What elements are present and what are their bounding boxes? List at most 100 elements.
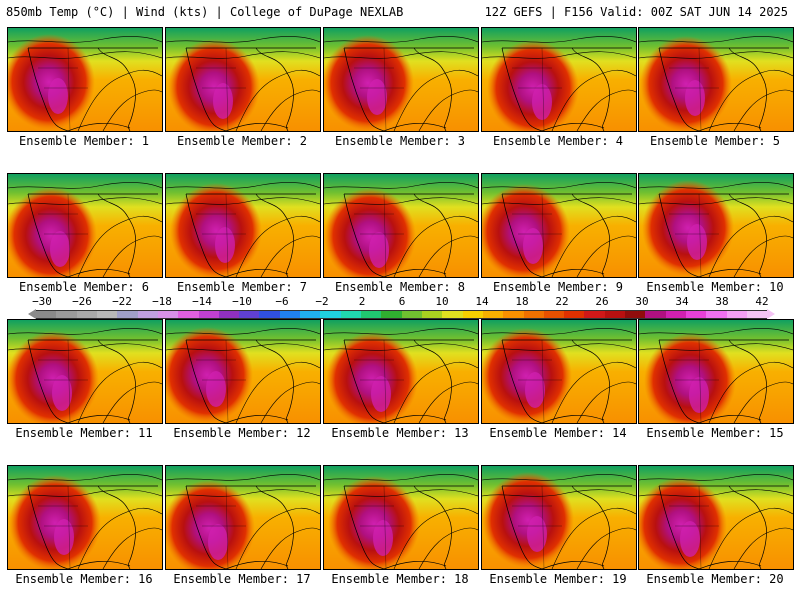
colorbar-tick-label: 42 <box>755 295 769 308</box>
colorbar-swatch <box>543 311 565 318</box>
colorbar-swatch <box>706 311 727 318</box>
colorbar-swatch <box>686 311 707 318</box>
colorbar-swatch <box>381 311 402 318</box>
colorbar-tick-label: −18 <box>152 295 172 308</box>
ensemble-member-label: Ensemble Member: 10 <box>646 280 784 294</box>
ensemble-member-label: Ensemble Member: 14 <box>489 426 627 440</box>
ensemble-member-map <box>7 465 163 570</box>
ensemble-member-map <box>638 465 794 570</box>
colorbar-swatch <box>137 311 158 318</box>
colorbar-swatch <box>503 311 524 318</box>
colorbar-swatch <box>96 311 118 318</box>
colorbar-swatch <box>421 311 443 318</box>
colorbar-tick-label: 6 <box>398 295 406 308</box>
chart-title: 850mb Temp (°C) | Wind (kts) | College o… <box>6 5 404 19</box>
colorbar-swatch <box>462 311 483 318</box>
ensemble-member-map <box>7 173 163 278</box>
colorbar-tick-label: 30 <box>635 295 649 308</box>
colorbar-tick-label: 10 <box>435 295 449 308</box>
ensemble-member-map <box>7 27 163 132</box>
ensemble-member-label: Ensemble Member: 6 <box>18 280 150 294</box>
ensemble-member-label: Ensemble Member: 8 <box>334 280 466 294</box>
ensemble-member-label: Ensemble Member: 19 <box>489 572 627 586</box>
colorbar-swatch <box>76 311 97 318</box>
colorbar-tick-label: 18 <box>515 295 529 308</box>
colorbar-swatch <box>625 311 646 318</box>
ensemble-member-map <box>481 27 637 132</box>
colorbar-swatch <box>56 311 77 318</box>
colorbar-tick-label: 14 <box>475 295 489 308</box>
colorbar-tick-label: −22 <box>112 295 132 308</box>
ensemble-member-label: Ensemble Member: 3 <box>334 134 466 148</box>
colorbar-swatch <box>300 311 321 318</box>
ensemble-member-label: Ensemble Member: 9 <box>492 280 624 294</box>
colorbar-tick-label: 26 <box>595 295 609 308</box>
colorbar-swatches <box>36 310 768 319</box>
ensemble-member-map <box>481 465 637 570</box>
ensemble-member-label: Ensemble Member: 16 <box>15 572 153 586</box>
ensemble-member-label: Ensemble Member: 11 <box>15 426 153 440</box>
colorbar-tick-label: 22 <box>555 295 569 308</box>
colorbar-swatch <box>361 311 382 318</box>
colorbar-tick-label: −26 <box>72 295 92 308</box>
colorbar-swatch <box>665 311 686 318</box>
ensemble-member-label: Ensemble Member: 17 <box>173 572 311 586</box>
colorbar-swatch <box>117 311 138 318</box>
ensemble-member-map <box>165 27 321 132</box>
colorbar-swatch <box>645 311 666 318</box>
ensemble-member-label: Ensemble Member: 12 <box>173 426 311 440</box>
colorbar-max-arrow <box>767 309 775 319</box>
ensemble-member-label: Ensemble Member: 1 <box>18 134 150 148</box>
ensemble-member-map <box>323 173 479 278</box>
colorbar-swatch <box>320 311 341 318</box>
colorbar-tick-label: −30 <box>32 295 52 308</box>
ensemble-member-map <box>638 319 794 424</box>
colorbar-tick-label: −2 <box>315 295 329 308</box>
colorbar-swatch <box>482 311 504 318</box>
ensemble-member-label: Ensemble Member: 18 <box>331 572 469 586</box>
colorbar-swatch <box>218 311 240 318</box>
colorbar-swatch <box>340 311 361 318</box>
temperature-colorbar: −30 −26 −22 −18 −14 −10 −6 −2 2 6 10 14 18 22 26 30 34 38… <box>0 296 800 322</box>
colorbar-swatch <box>726 311 747 318</box>
colorbar-swatch <box>442 311 463 318</box>
ensemble-member-label: Ensemble Member: 20 <box>646 572 784 586</box>
colorbar-swatch <box>36 311 57 318</box>
colorbar-swatch <box>259 311 280 318</box>
ensemble-member-label: Ensemble Member: 2 <box>176 134 308 148</box>
ensemble-member-map <box>481 173 637 278</box>
ensemble-member-label: Ensemble Member: 15 <box>646 426 784 440</box>
ensemble-member-label: Ensemble Member: 5 <box>649 134 781 148</box>
colorbar-tick-label: 38 <box>715 295 729 308</box>
colorbar-swatch <box>584 311 605 318</box>
ensemble-member-map <box>323 27 479 132</box>
colorbar-swatch <box>401 311 422 318</box>
colorbar-tick-label: −14 <box>192 295 212 308</box>
colorbar-swatch <box>564 311 585 318</box>
colorbar-swatch <box>198 311 219 318</box>
ensemble-member-map <box>638 27 794 132</box>
ensemble-member-map <box>638 173 794 278</box>
colorbar-ticks: −30 −26 −22 −18 −14 −10 −6 −2 2 6 10 14 18 22 26 30 34 38… <box>0 296 800 308</box>
colorbar-tick-label: −6 <box>275 295 289 308</box>
ensemble-member-map <box>323 465 479 570</box>
colorbar-swatch <box>523 311 544 318</box>
colorbar-swatch <box>178 311 199 318</box>
ensemble-member-map <box>481 319 637 424</box>
ensemble-member-map <box>165 319 321 424</box>
ensemble-member-label: Ensemble Member: 7 <box>176 280 308 294</box>
ensemble-member-map <box>165 465 321 570</box>
colorbar-tick-label: 2 <box>358 295 366 308</box>
colorbar-min-arrow <box>28 309 36 319</box>
ensemble-member-map <box>323 319 479 424</box>
colorbar-swatch <box>279 311 301 318</box>
ensemble-member-label: Ensemble Member: 13 <box>331 426 469 440</box>
colorbar-tick-label: −10 <box>232 295 252 308</box>
colorbar-swatch <box>604 311 626 318</box>
colorbar-tick-label: 34 <box>675 295 689 308</box>
ensemble-member-map <box>165 173 321 278</box>
colorbar-swatch <box>157 311 179 318</box>
ensemble-member-map <box>7 319 163 424</box>
colorbar-swatch <box>746 311 768 318</box>
colorbar-swatch <box>239 311 260 318</box>
